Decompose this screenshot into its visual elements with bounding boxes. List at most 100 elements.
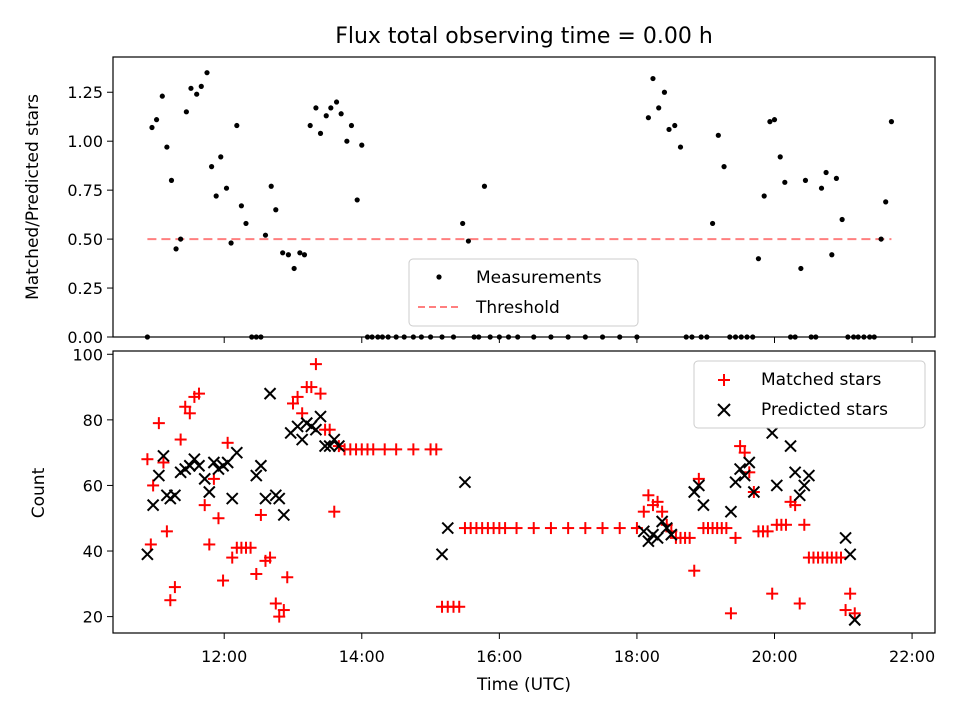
top-legend-label-measurements: Measurements: [476, 268, 602, 288]
matched-star-point: [160, 525, 173, 538]
predicted-star-point: [332, 439, 346, 453]
bottom-y-tick-label: 100: [72, 345, 103, 364]
predicted-star-point: [259, 492, 272, 505]
measurement-point: [777, 154, 783, 160]
measurement-point: [273, 207, 279, 213]
predicted-star-point: [146, 498, 160, 512]
matched-star-point: [390, 443, 403, 456]
bottom-x-tick-label: 22:00: [889, 647, 935, 666]
matched-star-point: [720, 522, 733, 535]
measurement-point: [721, 164, 727, 170]
matched-star-point: [198, 499, 211, 512]
predicted-star-point: [435, 548, 449, 561]
measurement-point: [709, 220, 716, 227]
measurement-point: [198, 83, 204, 89]
matched-star-point: [651, 495, 664, 508]
predicted-star-point: [198, 472, 211, 486]
matched-star-point: [613, 522, 626, 535]
predicted-star-point: [314, 410, 327, 423]
matched-star-point: [656, 505, 669, 518]
predicted-star-point: [291, 420, 304, 433]
matched-star-point: [642, 489, 655, 502]
matched-star-point: [430, 443, 443, 456]
matched-star-point: [264, 551, 277, 564]
predicted-star-point: [254, 459, 268, 472]
predicted-star-point: [226, 492, 239, 505]
predicted-star-point: [788, 466, 802, 479]
predicted-star-point: [221, 456, 234, 469]
bottom-y-axis-label: Count: [29, 467, 49, 518]
predicted-star-point: [843, 548, 857, 561]
measurement-point: [153, 117, 160, 123]
matched-star-point: [226, 551, 239, 564]
predicted-star-point: [157, 449, 170, 463]
matched-star-point: [174, 433, 187, 446]
matched-star-point: [192, 387, 205, 400]
top-y-tick-label: 1.25: [67, 83, 103, 102]
matched-star-point: [407, 443, 420, 456]
matched-star-point: [510, 522, 523, 535]
predicted-star-point: [188, 453, 201, 466]
measurement-point: [291, 265, 297, 272]
predicted-star-point: [765, 426, 779, 440]
measurement-point: [183, 109, 189, 115]
predicted-star-point: [328, 433, 341, 446]
matched-star-point: [217, 574, 230, 587]
measurement-point: [833, 175, 840, 181]
matched-star-point: [212, 512, 225, 525]
top-y-tick-label: 0.75: [67, 181, 103, 200]
measurement-point: [317, 130, 324, 136]
measurement-point: [168, 177, 175, 183]
predicted-star-point: [642, 534, 655, 548]
measurement-point: [798, 265, 804, 272]
measurement-point: [888, 119, 895, 125]
predicted-star-point: [743, 456, 756, 469]
bottom-legend: Matched stars Predicted stars: [693, 360, 926, 429]
measurement-point: [354, 197, 360, 203]
measurement-point: [228, 240, 234, 246]
measurement-point: [829, 252, 835, 258]
matched-star-point: [688, 564, 701, 577]
predicted-star-point: [183, 459, 197, 472]
measurement-point: [677, 144, 684, 150]
predicted-star-point: [729, 475, 742, 489]
measurement-point: [839, 216, 845, 223]
measurement-point: [755, 256, 762, 262]
matched-star-point: [729, 531, 742, 544]
matched-star-point: [144, 538, 157, 551]
measurement-point: [243, 220, 249, 227]
predicted-star-point: [273, 492, 286, 505]
top-chart-title: Flux total observing time = 0.00 h: [335, 24, 713, 49]
measurement-point: [344, 138, 350, 144]
predicted-star-point: [263, 387, 277, 400]
predicted-star-point: [747, 485, 761, 499]
measurement-point: [307, 122, 313, 129]
measurement-point: [238, 203, 245, 209]
measurement-point: [771, 117, 778, 123]
measurement-point: [149, 124, 155, 131]
measurement-point: [645, 115, 651, 121]
measurement-point: [208, 164, 215, 170]
bottom-plot-area: [141, 358, 861, 627]
measurement-point: [223, 185, 230, 191]
matched-star-point: [378, 443, 391, 456]
measurement-point: [823, 169, 829, 176]
measurement-point: [782, 179, 788, 185]
predicted-star-point: [168, 489, 182, 502]
predicted-star-point: [309, 423, 323, 436]
predicted-star-point: [192, 459, 206, 472]
measurement-point: [178, 236, 184, 242]
predicted-star-point: [230, 446, 244, 459]
predicted-star-point: [848, 613, 861, 627]
predicted-star-point: [323, 439, 336, 453]
measurement-point: [285, 252, 292, 258]
matched-star-point: [221, 436, 234, 449]
predicted-star-point: [738, 469, 751, 482]
measurement-point: [204, 70, 210, 76]
top-y-tick-label: 0.00: [67, 328, 103, 347]
matched-star-point: [579, 522, 592, 535]
matched-star-point: [367, 443, 380, 456]
top-legend-label-threshold: Threshold: [475, 298, 560, 318]
predicted-star-point: [724, 505, 738, 518]
measurement-point: [883, 199, 889, 205]
